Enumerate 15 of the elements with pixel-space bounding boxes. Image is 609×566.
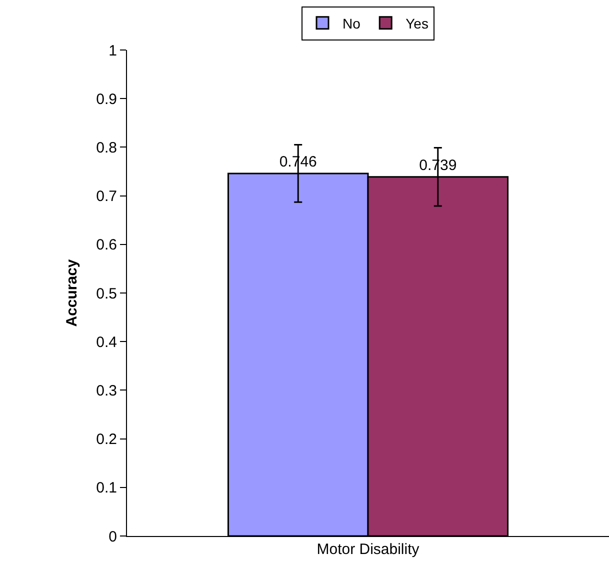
y-tick-label: 0.6: [96, 236, 117, 254]
y-tick-label: 0.8: [96, 139, 117, 156]
y-tick-label: 0.7: [96, 188, 117, 206]
x-axis-title: Motor Disability: [316, 541, 420, 558]
y-tick-label: 0.3: [96, 382, 117, 400]
y-tick-label: 0.9: [96, 90, 117, 108]
y-tick-label: 0.2: [96, 431, 117, 448]
y-tick-label: 0.4: [96, 334, 117, 351]
y-tick-label: 1: [108, 42, 117, 60]
legend-label: No: [342, 15, 361, 32]
y-tick-label: 0: [108, 528, 117, 546]
y-axis-title: Accuracy: [63, 258, 80, 327]
y-tick-label: 0.5: [96, 285, 117, 302]
y-tick-label: 0.1: [96, 480, 117, 497]
legend-label: Yes: [406, 15, 428, 32]
